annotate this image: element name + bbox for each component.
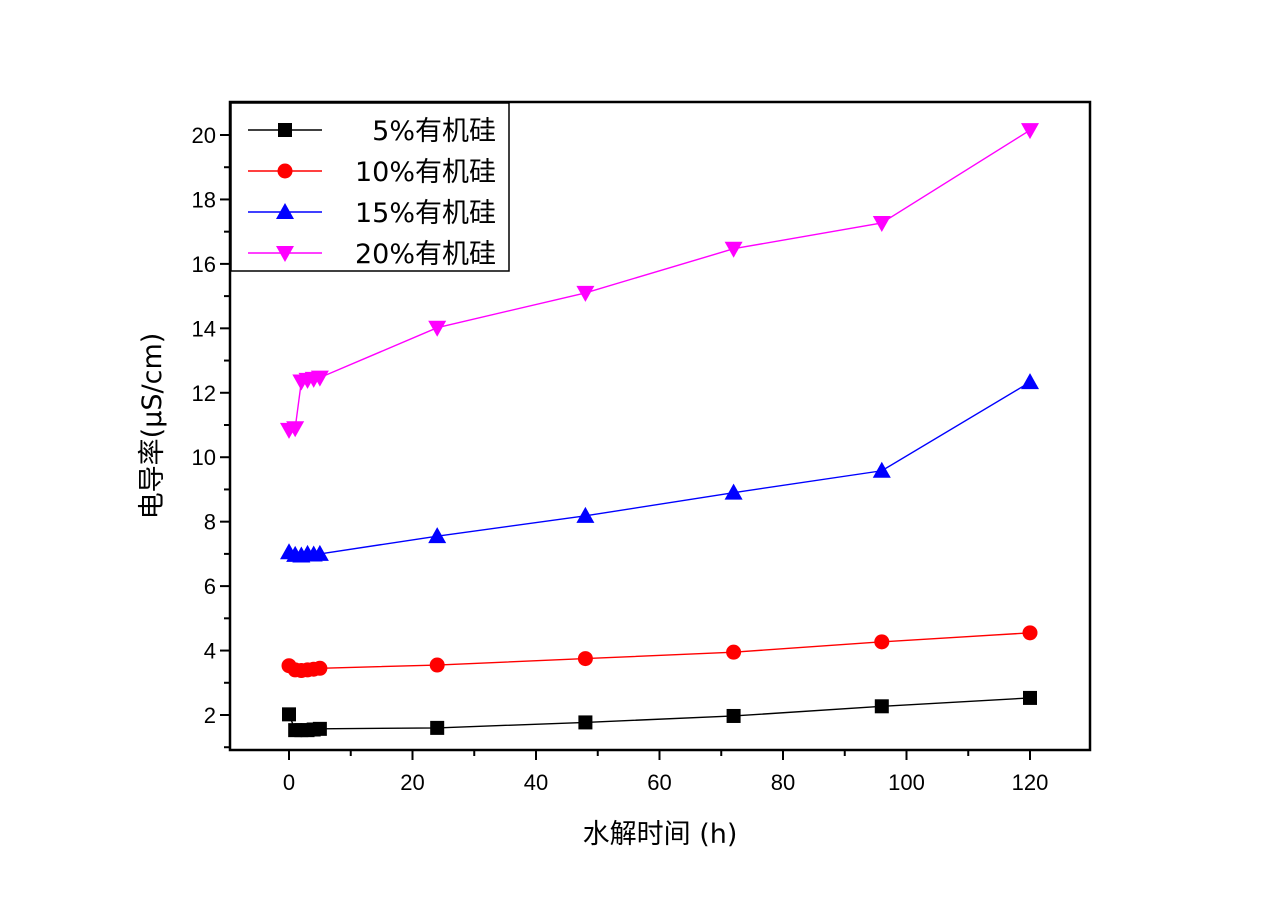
data-point (428, 527, 447, 544)
legend: 5%有机硅 10%有机硅 15%有机硅 20%有机硅 (230, 102, 510, 272)
x-tick-label: 0 (283, 770, 295, 795)
y-tick-label: 16 (192, 252, 216, 277)
legend-item: 20%有机硅 (248, 239, 496, 270)
data-point (430, 720, 445, 735)
x-axis-title: 水解时间 (h) (583, 819, 738, 850)
series-1 (282, 690, 1037, 738)
y-tick-label: 6 (204, 574, 216, 599)
data-point (578, 715, 593, 730)
data-point (312, 721, 327, 736)
data-point (1022, 625, 1038, 641)
series-4 (280, 123, 1039, 439)
data-point (726, 644, 742, 660)
data-point (310, 544, 329, 561)
data-point (1021, 123, 1039, 140)
data-point (1023, 690, 1037, 705)
x-tick-label: 100 (888, 770, 925, 795)
data-point (428, 320, 447, 337)
legend-marker (276, 246, 294, 262)
series-line (288, 632, 1031, 672)
x-tick-label: 120 (1012, 770, 1049, 795)
legend-label: 15%有机硅 (355, 198, 496, 229)
legend-marker (278, 123, 292, 137)
x-axis: 0 20 40 60 80 100 120 (283, 750, 1048, 795)
data-point (310, 370, 329, 387)
y-tick-label: 2 (204, 703, 216, 728)
data-point (724, 241, 743, 258)
y-tick-label: 18 (192, 187, 216, 212)
y-tick-label: 8 (204, 510, 216, 535)
series-2 (281, 625, 1038, 679)
data-point (874, 699, 889, 714)
legend-marker (276, 203, 294, 219)
legend-box (230, 102, 510, 272)
data-point (1021, 373, 1039, 390)
data-point (286, 421, 305, 438)
legend-label: 10%有机硅 (355, 157, 496, 188)
x-tick-label: 60 (647, 770, 671, 795)
data-point (726, 708, 741, 723)
y-tick-label: 14 (192, 316, 216, 341)
data-point (429, 657, 445, 673)
data-point (872, 461, 891, 478)
data-point (872, 215, 891, 232)
legend-item: 5%有机硅 (248, 116, 496, 147)
legend-label: 5%有机硅 (372, 116, 496, 147)
y-axis: 2 4 6 8 10 12 14 16 18 20 (192, 123, 230, 749)
data-point (312, 660, 328, 676)
x-tick-label: 40 (524, 770, 548, 795)
series-line (288, 697, 1031, 731)
series-line (288, 381, 1031, 557)
y-axis-title: 电导率(μS/cm) (137, 333, 168, 520)
y-tick-label: 10 (192, 445, 216, 470)
y-tick-label: 12 (192, 381, 216, 406)
series-layer (280, 123, 1039, 738)
x-tick-label: 20 (400, 770, 424, 795)
data-point (874, 634, 890, 650)
series-3 (280, 373, 1039, 563)
data-point (576, 506, 595, 523)
legend-marker (277, 163, 293, 179)
legend-label: 20%有机硅 (355, 239, 496, 270)
data-point (577, 651, 593, 667)
y-tick-label: 4 (204, 639, 216, 664)
legend-item: 10%有机硅 (248, 157, 496, 188)
x-tick-label: 80 (771, 770, 795, 795)
data-point (576, 285, 595, 302)
y-tick-label: 20 (192, 123, 216, 148)
legend-item: 15%有机硅 (248, 198, 496, 229)
data-point (282, 707, 296, 722)
data-point (724, 483, 743, 500)
